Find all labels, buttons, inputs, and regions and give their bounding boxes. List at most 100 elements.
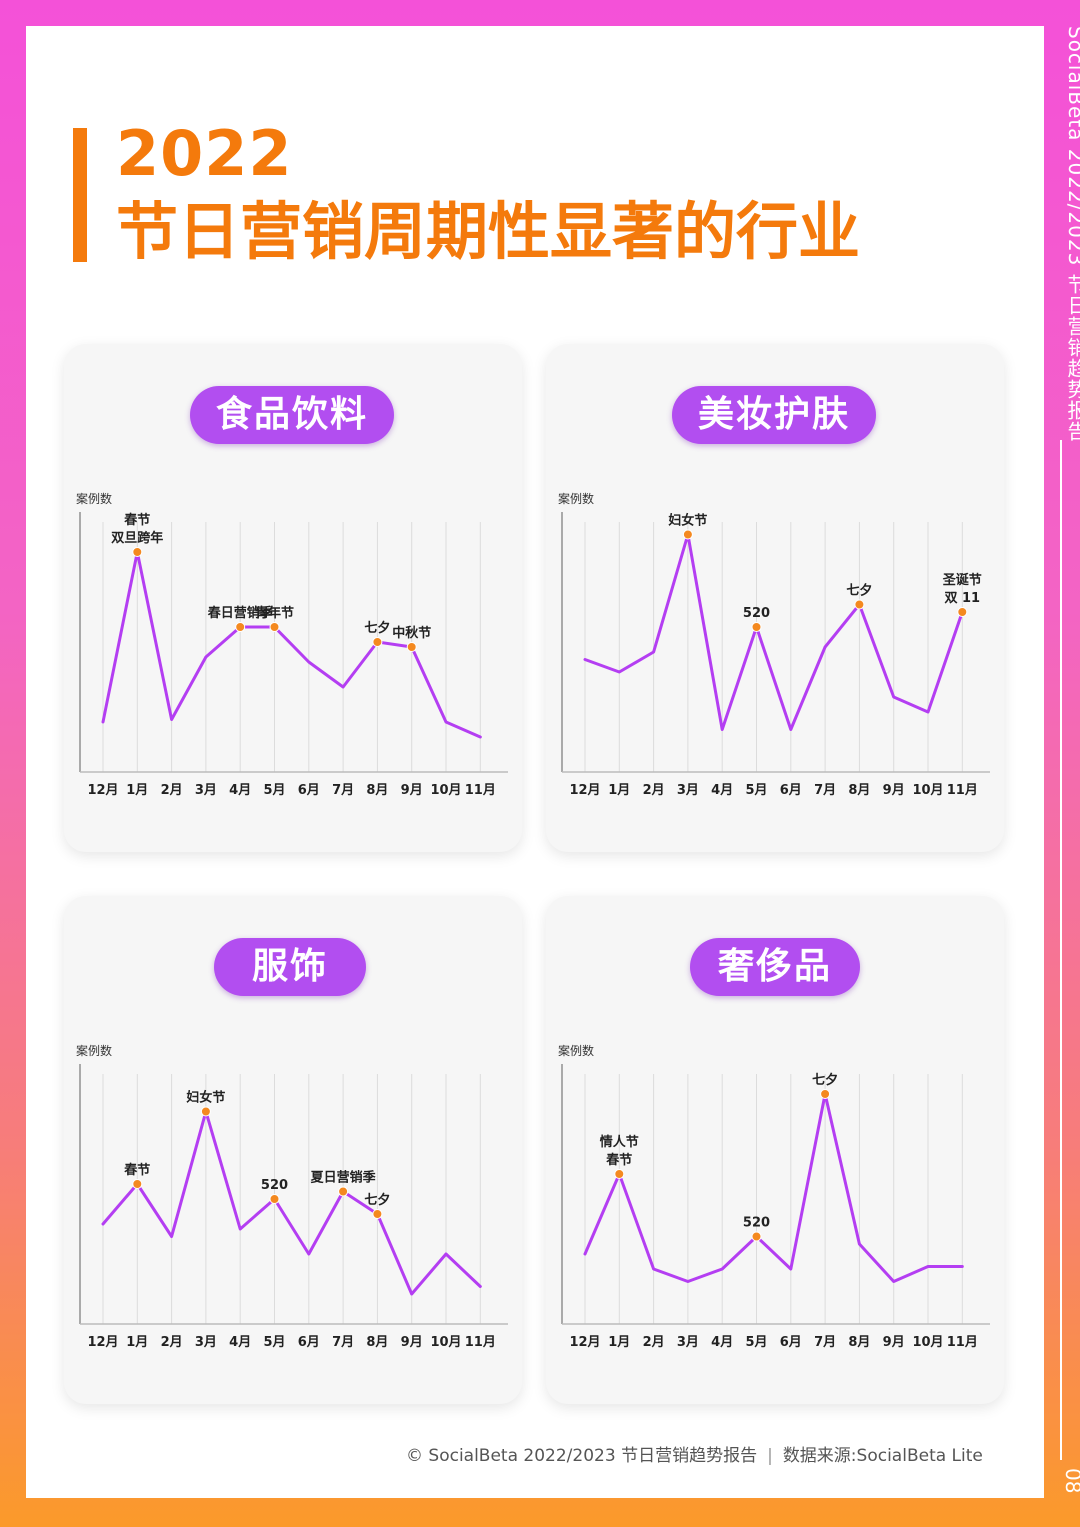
x-tick-label: 9月 (883, 783, 905, 798)
x-tick-label: 1月 (126, 1335, 148, 1350)
x-tick-label: 2月 (161, 1335, 183, 1350)
x-tick-label: 1月 (608, 783, 630, 798)
chart-card-apparel: 服饰 案例数 12月 1月 2月 3月 4月 5月 6月 7月 8月 9月 10月 11月 春节 妇女节 5… (64, 896, 522, 1404)
chart-card-luxury: 奢侈品 案例数 12月 1月 2月 3月 4月 5月 6月 7月 8月 9月 10月 11月 情人节 春节… (546, 896, 1004, 1404)
x-tick-label: 8月 (366, 783, 388, 798)
line-chart-apparel: 12月 1月 2月 3月 4月 5月 6月 7月 8月 9月 10月 11月 春节 妇女节 520 夏日营销季… (79, 1064, 508, 1350)
side-divider (1060, 440, 1062, 1460)
x-tick-label: 3月 (677, 1335, 699, 1350)
data-point (372, 637, 383, 647)
x-tick-label: 6月 (298, 1335, 320, 1350)
series-line (583, 533, 964, 731)
line-chart-food: 12月 1月 2月 3月 4月 5月 6月 7月 8月 9月 10月 11月 春节双旦跨年春日营销季青年… (79, 512, 508, 798)
data-point (751, 1231, 762, 1242)
x-tick-label: 2月 (161, 783, 183, 798)
data-point (132, 1179, 143, 1189)
series-line (101, 1110, 482, 1296)
data-label: 春节 (605, 1152, 632, 1168)
x-tick-label: 11月 (465, 783, 496, 798)
x-tick-label: 12月 (87, 783, 118, 798)
data-label: 春日营销季 (207, 605, 273, 621)
x-tick-label: 4月 (711, 783, 733, 798)
data-label: 双旦跨年 (111, 530, 163, 546)
data-label: 夏日营销季 (310, 1170, 376, 1186)
x-tick-label: 4月 (229, 783, 251, 798)
data-label: 情人节 (600, 1134, 639, 1150)
data-point (372, 1209, 383, 1219)
x-tick-label: 10月 (430, 783, 461, 798)
data-point (338, 1186, 349, 1197)
x-tick-label: 10月 (430, 1335, 461, 1350)
title-accent-bar (73, 128, 87, 262)
x-tick-label: 1月 (126, 783, 148, 798)
data-point (269, 622, 280, 632)
data-point (614, 1169, 625, 1179)
x-tick-label: 2月 (643, 783, 665, 798)
data-label: 七夕 (812, 1072, 838, 1088)
series-line (583, 1092, 964, 1283)
x-tick-label: 7月 (332, 783, 354, 798)
chart-card-food: 食品饮料 案例数 12月 1月 2月 3月 4月 5月 6月 7月 8月 9月 10月 11月 春节 双旦… (64, 344, 522, 852)
data-label: 中秋节 (392, 625, 431, 641)
x-tick-label: 5月 (263, 1335, 285, 1350)
x-tick-label: 3月 (195, 1335, 217, 1350)
x-tick-label: 7月 (332, 1335, 354, 1350)
footer: © SocialBeta 2022/2023 节日营销趋势报告 | 数据来源:Soc… (406, 1441, 983, 1466)
line-chart-beauty: 12月 1月 2月 3月 4月 5月 6月 7月 8月 9月 10月 11月 妇女节 520 七夕 圣诞节双 … (561, 512, 990, 798)
y-axis-label: 案例数 (76, 492, 113, 506)
footer-copyright: © SocialBeta 2022/2023 节日营销趋势报告 (406, 1446, 758, 1466)
data-label: 520 (743, 606, 770, 621)
data-label: 520 (743, 1216, 770, 1231)
x-tick-label: 12月 (569, 783, 600, 798)
y-axis-label: 案例数 (76, 1044, 113, 1058)
data-point (269, 1194, 280, 1204)
chart-title-pill: 食品饮料 (190, 386, 394, 444)
page-number: 08 (1061, 1468, 1080, 1494)
x-tick-label: 3月 (195, 783, 217, 798)
y-axis-label: 案例数 (558, 1044, 595, 1058)
page-title-year: 2022 (116, 117, 293, 190)
x-tick-label: 3月 (677, 783, 699, 798)
data-label: 七夕 (364, 1192, 390, 1208)
x-tick-label: 2月 (643, 1335, 665, 1350)
data-point (132, 547, 143, 557)
x-tick-label: 10月 (912, 1335, 943, 1350)
data-point (682, 529, 693, 540)
x-tick-label: 5月 (745, 1335, 767, 1350)
chart-title-pill: 奢侈品 (690, 938, 860, 996)
data-label: 青年节 (255, 605, 294, 621)
data-label: 双 11 (944, 591, 980, 606)
x-tick-label: 8月 (848, 783, 870, 798)
x-tick-label: 5月 (263, 783, 285, 798)
footer-source: 数据来源:SocialBeta Lite (782, 1446, 983, 1466)
x-tick-label: 7月 (814, 783, 836, 798)
chart-title-pill: 美妆护肤 (672, 386, 876, 444)
data-label: 圣诞节 (943, 572, 982, 588)
x-tick-label: 6月 (780, 783, 802, 798)
data-label: 春节 (123, 1162, 150, 1178)
page-title: 节日营销周期性显著的行业 (116, 195, 861, 268)
data-point (235, 622, 246, 632)
data-label: 520 (261, 1178, 288, 1193)
x-tick-label: 8月 (366, 1335, 388, 1350)
data-point (957, 607, 968, 617)
y-axis-label: 案例数 (558, 492, 595, 506)
x-tick-label: 9月 (401, 1335, 423, 1350)
side-report-title: SocialBeta 2022/2023 节日营销趋势报告 (1064, 26, 1080, 442)
data-label: 七夕 (364, 620, 390, 636)
data-point (820, 1089, 831, 1099)
x-tick-label: 10月 (912, 783, 943, 798)
x-tick-label: 11月 (947, 783, 978, 798)
data-point (751, 622, 762, 632)
footer-separator: | (767, 1446, 773, 1466)
data-label: 七夕 (846, 583, 872, 599)
x-tick-label: 5月 (745, 783, 767, 798)
chart-title-pill: 服饰 (214, 938, 366, 996)
data-point (200, 1106, 211, 1117)
x-tick-label: 7月 (814, 1335, 836, 1350)
x-tick-label: 12月 (569, 1335, 600, 1350)
x-tick-label: 1月 (608, 1335, 630, 1350)
x-tick-label: 6月 (780, 1335, 802, 1350)
series-line (101, 550, 482, 739)
